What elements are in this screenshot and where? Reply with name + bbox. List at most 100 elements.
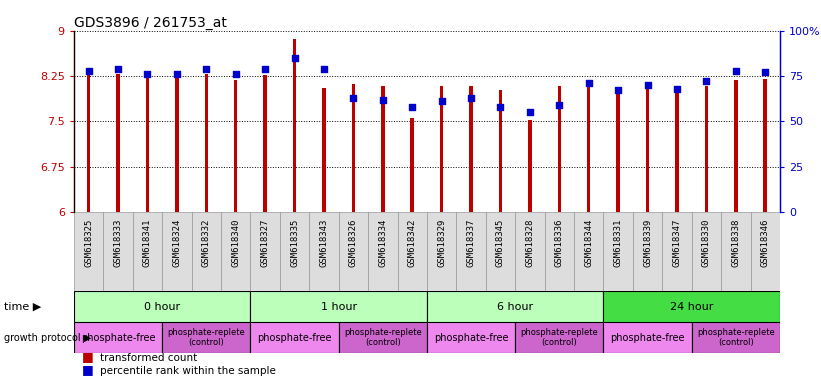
Bar	[587, 80, 590, 212]
Bar	[250, 212, 280, 291]
Bar	[250, 322, 338, 353]
Text: growth protocol ▶: growth protocol ▶	[4, 333, 91, 343]
Text: GSM618340: GSM618340	[232, 218, 241, 266]
Bar	[280, 212, 310, 291]
Point	[346, 94, 360, 101]
Point	[641, 82, 654, 88]
Text: transformed count: transformed count	[100, 353, 197, 363]
Point	[259, 66, 272, 72]
Bar	[427, 322, 516, 353]
Bar	[410, 118, 414, 212]
Point	[523, 109, 536, 115]
Bar	[310, 212, 338, 291]
Bar	[338, 212, 368, 291]
Point	[229, 71, 242, 77]
Point	[288, 55, 301, 61]
Point	[376, 96, 389, 103]
Bar	[574, 212, 603, 291]
Point	[671, 86, 684, 92]
Text: 6 hour: 6 hour	[497, 301, 534, 311]
Text: GSM618347: GSM618347	[672, 218, 681, 266]
Text: GSM618338: GSM618338	[732, 218, 741, 266]
Text: GSM618330: GSM618330	[702, 218, 711, 266]
Text: GSM618342: GSM618342	[408, 218, 417, 266]
Text: phosphate-free: phosphate-free	[257, 333, 332, 343]
Bar	[692, 212, 721, 291]
Text: ■: ■	[82, 350, 98, 363]
Bar	[221, 212, 250, 291]
Bar	[734, 80, 737, 212]
Text: phosphate-replete
(control): phosphate-replete (control)	[344, 328, 422, 348]
Text: phosphate-replete
(control): phosphate-replete (control)	[167, 328, 245, 348]
Text: phosphate-replete
(control): phosphate-replete (control)	[697, 328, 775, 348]
Bar	[351, 84, 355, 212]
Bar	[498, 90, 502, 212]
Bar	[663, 212, 691, 291]
Text: phosphate-free: phosphate-free	[80, 333, 155, 343]
Text: GSM618325: GSM618325	[84, 218, 93, 266]
Bar	[397, 212, 427, 291]
Bar	[721, 212, 750, 291]
Text: GSM618345: GSM618345	[496, 218, 505, 266]
Point	[759, 69, 772, 75]
Bar	[163, 212, 191, 291]
Bar	[250, 291, 427, 322]
Point	[465, 94, 478, 101]
Point	[582, 80, 595, 86]
Text: GSM618336: GSM618336	[555, 218, 564, 266]
Bar	[557, 86, 561, 212]
Text: GSM618332: GSM618332	[202, 218, 211, 266]
Text: phosphate-replete
(control): phosphate-replete (control)	[521, 328, 599, 348]
Text: GSM618339: GSM618339	[643, 218, 652, 266]
Bar	[191, 212, 221, 291]
Point	[494, 104, 507, 110]
Bar	[456, 212, 486, 291]
Text: GSM618335: GSM618335	[290, 218, 299, 266]
Bar	[764, 79, 767, 212]
Text: phosphate-free: phosphate-free	[610, 333, 685, 343]
Bar	[750, 212, 780, 291]
Text: phosphate-free: phosphate-free	[433, 333, 508, 343]
Bar	[103, 212, 133, 291]
Bar	[440, 86, 443, 212]
Bar	[264, 75, 267, 212]
Bar	[516, 212, 544, 291]
Bar	[175, 78, 179, 212]
Text: GSM618346: GSM618346	[761, 218, 770, 266]
Bar	[381, 86, 384, 212]
Bar	[675, 86, 679, 212]
Text: GSM618326: GSM618326	[349, 218, 358, 266]
Bar	[322, 88, 326, 212]
Point	[612, 88, 625, 94]
Bar	[544, 212, 574, 291]
Bar	[87, 74, 90, 212]
Text: time ▶: time ▶	[4, 301, 41, 311]
Bar	[74, 212, 103, 291]
Point	[170, 71, 183, 77]
Bar	[603, 212, 633, 291]
Bar	[704, 86, 709, 212]
Bar	[74, 322, 162, 353]
Text: GSM618331: GSM618331	[613, 218, 622, 266]
Point	[112, 66, 125, 72]
Bar	[74, 291, 250, 322]
Point	[729, 68, 742, 74]
Bar	[470, 86, 473, 212]
Bar	[603, 291, 780, 322]
Text: 0 hour: 0 hour	[144, 301, 181, 311]
Bar	[163, 322, 250, 353]
Bar	[117, 74, 120, 212]
Bar	[234, 79, 237, 212]
Point	[699, 78, 713, 84]
Text: GSM618328: GSM618328	[525, 218, 534, 266]
Text: GSM618333: GSM618333	[113, 218, 122, 266]
Text: 24 hour: 24 hour	[670, 301, 713, 311]
Text: 1 hour: 1 hour	[320, 301, 357, 311]
Text: GSM618341: GSM618341	[143, 218, 152, 266]
Bar	[133, 212, 162, 291]
Text: GSM618327: GSM618327	[260, 218, 269, 266]
Text: GSM618343: GSM618343	[319, 218, 328, 266]
Bar	[145, 78, 149, 212]
Bar	[617, 88, 620, 212]
Text: percentile rank within the sample: percentile rank within the sample	[100, 366, 276, 376]
